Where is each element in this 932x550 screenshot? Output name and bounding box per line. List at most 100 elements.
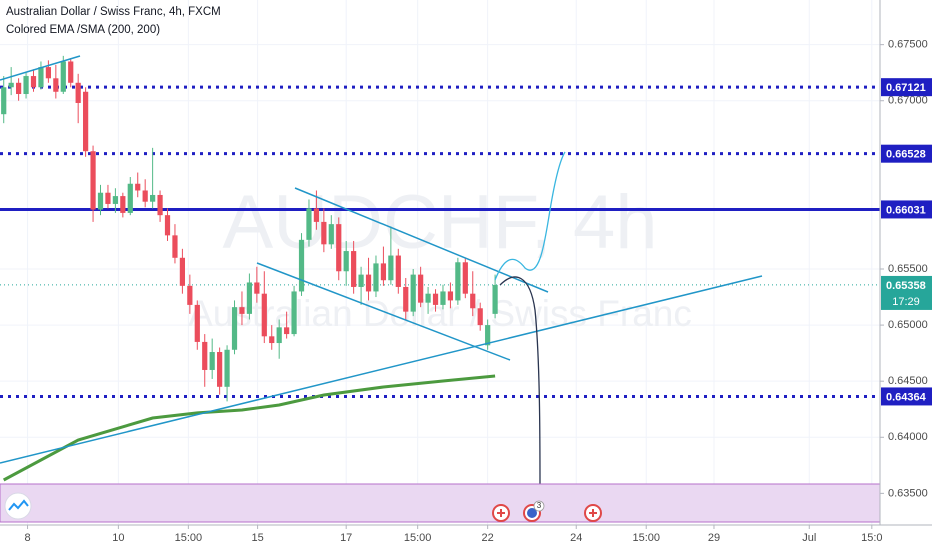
candle-body xyxy=(194,304,200,342)
y-tick-label: 0.64000 xyxy=(888,431,928,443)
y-tick-label: 0.65000 xyxy=(888,319,928,331)
logo xyxy=(4,492,32,520)
candle-body xyxy=(157,194,163,216)
level-label: 0.64364 xyxy=(886,391,927,403)
candle-body xyxy=(112,196,119,204)
x-tick-label: 17 xyxy=(340,532,352,544)
candle-body xyxy=(68,61,74,83)
candle-body xyxy=(75,82,81,103)
candle-body xyxy=(30,76,37,88)
x-tick-label: 24 xyxy=(570,532,582,544)
x-tick-label: 29 xyxy=(708,532,720,544)
candle-body xyxy=(351,251,357,287)
x-tick-label: 10 xyxy=(112,532,124,544)
x-tick-label: 15 xyxy=(251,532,263,544)
candle-body xyxy=(447,291,454,301)
candle-body xyxy=(187,285,193,305)
candle-body xyxy=(388,255,394,281)
last-price-box xyxy=(881,275,932,310)
candle-body xyxy=(135,183,141,191)
candle-body xyxy=(38,67,44,88)
trend-line xyxy=(256,262,511,361)
candle-body xyxy=(105,192,111,204)
level-label-box xyxy=(881,144,932,163)
candle-body xyxy=(432,293,439,305)
candle-body xyxy=(418,274,424,303)
x-tick-label: 8 xyxy=(24,532,30,544)
level-label: 0.67121 xyxy=(886,82,926,94)
x-tick-label: 22 xyxy=(482,532,494,544)
level-label-box xyxy=(881,387,932,406)
candle-body xyxy=(470,293,476,309)
level-label: 0.66528 xyxy=(886,149,926,161)
candle-body xyxy=(492,284,498,314)
candle-body xyxy=(380,263,387,281)
candle-body xyxy=(462,262,468,294)
x-tick-label: 15:00 xyxy=(175,532,203,544)
candle-body xyxy=(477,308,483,326)
candle-body xyxy=(395,255,401,287)
x-tick-label: 15:00 xyxy=(632,532,660,544)
candle-body xyxy=(172,235,178,258)
candle-body xyxy=(261,293,267,337)
levels xyxy=(0,85,880,398)
trend-line xyxy=(0,275,763,464)
x-tick-label: 15:00 xyxy=(404,532,432,544)
candle-body xyxy=(336,224,342,272)
candle-body xyxy=(239,307,245,314)
event-badge: 3 xyxy=(537,501,542,510)
event-icon[interactable]: 3 xyxy=(523,500,545,522)
candle-body xyxy=(60,61,66,92)
chart-title: Australian Dollar / Swiss Franc, 4h, FXC… xyxy=(6,6,221,18)
y-tick-label: 0.64500 xyxy=(888,375,928,387)
y-tick-label: 0.67000 xyxy=(888,95,928,107)
candle-body xyxy=(313,208,320,222)
candle-body xyxy=(90,151,96,210)
candle-body xyxy=(23,76,29,95)
candle-body xyxy=(45,67,51,79)
event-icon[interactable] xyxy=(584,504,602,522)
candle-body xyxy=(440,291,446,305)
level-label-box xyxy=(881,200,932,219)
x-tick-label: Jul xyxy=(802,532,816,544)
ema-line xyxy=(2,374,496,482)
countdown: 17:29 xyxy=(892,296,920,308)
candle-body xyxy=(97,192,104,210)
axes: 0.63500 0.64000 0.64500 0.65000 0.65500 0.670… xyxy=(24,39,932,544)
candle-body xyxy=(246,282,253,314)
candle-body xyxy=(142,190,148,202)
trend-line xyxy=(294,187,549,293)
y-tick-label: 0.65500 xyxy=(888,263,928,275)
projection-curve xyxy=(494,151,566,281)
candle-body xyxy=(284,327,290,335)
candle-body xyxy=(455,262,461,301)
candle-body xyxy=(127,183,133,213)
candle-body xyxy=(164,215,171,236)
candle-body xyxy=(321,221,327,245)
candle-body xyxy=(291,291,297,335)
candle-body xyxy=(224,349,230,387)
level-label: 0.66031 xyxy=(886,204,926,216)
candle-body xyxy=(209,352,215,370)
candle-body xyxy=(150,194,156,202)
event-icon[interactable] xyxy=(492,504,510,522)
candles xyxy=(1,55,498,482)
candle-body xyxy=(403,286,409,312)
candle-body xyxy=(269,336,275,344)
candle-body xyxy=(179,257,186,286)
time-axis xyxy=(0,525,880,550)
candle-body xyxy=(1,87,7,115)
candle-body xyxy=(365,274,372,292)
candle-body xyxy=(217,352,223,387)
watermark-symbol: AUDCHF, 4h xyxy=(223,180,658,265)
events-band xyxy=(0,483,881,523)
candle-body xyxy=(358,274,364,287)
candle-body xyxy=(120,196,126,213)
x-tick-label: 15:0 xyxy=(861,532,882,544)
candle-body xyxy=(254,282,260,294)
candle-body xyxy=(298,239,305,292)
candle-body xyxy=(343,251,349,272)
candle-body xyxy=(202,341,208,370)
candle-body xyxy=(83,91,89,152)
